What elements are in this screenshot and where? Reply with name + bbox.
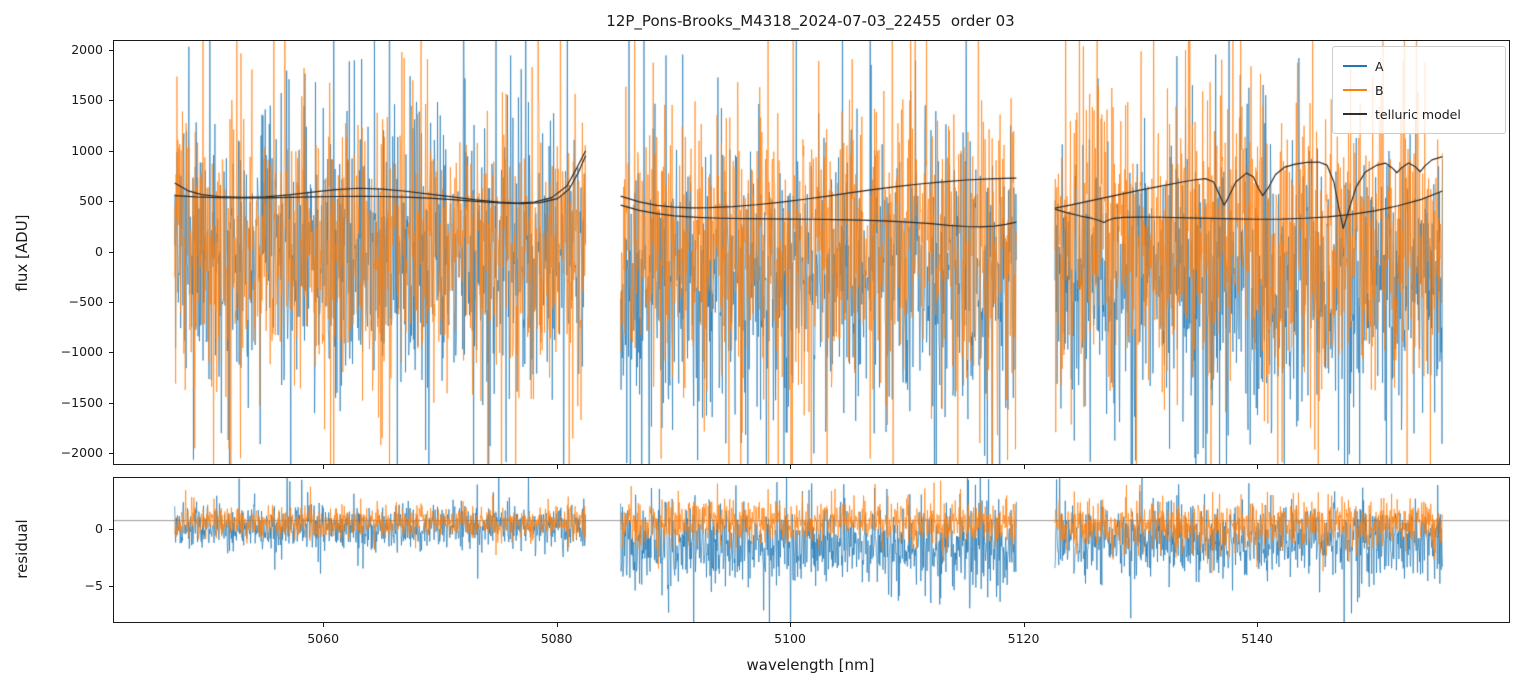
x-tick-label: 5060 <box>307 631 340 646</box>
x-tick-mark <box>1257 465 1259 469</box>
x-tick-mark <box>790 465 792 469</box>
legend-entry-a: A <box>1343 54 1493 78</box>
flux-panel <box>113 40 1510 465</box>
residual-plot-canvas <box>114 478 1509 622</box>
legend-label-telluric: telluric model <box>1375 106 1461 122</box>
y-tick-mark <box>109 352 113 354</box>
y-tick-label: −1000 <box>60 344 103 360</box>
telluric-model-line-swatch <box>1343 113 1367 115</box>
flux-plot-canvas <box>114 41 1509 464</box>
y-tick-label: 1000 <box>71 142 103 158</box>
legend-label-b: B <box>1375 82 1384 98</box>
y-tick-label: 2000 <box>71 42 103 58</box>
y-tick-label: −500 <box>68 293 103 309</box>
x-tick-mark <box>1257 623 1259 627</box>
y-tick-mark <box>109 251 113 253</box>
x-tick-label: 5120 <box>1007 631 1040 646</box>
y-tick-mark <box>109 201 113 203</box>
x-axis-label: wavelength [nm] <box>746 656 875 674</box>
legend-entry-telluric: telluric model <box>1343 102 1493 126</box>
x-tick-mark <box>323 623 325 627</box>
y-tick-mark <box>109 402 113 404</box>
y-tick-mark <box>109 100 113 102</box>
series-a-line-swatch <box>1343 65 1367 67</box>
y-tick-mark <box>109 586 113 588</box>
y-tick-label: 0 <box>95 243 103 259</box>
y-tick-label: 1500 <box>71 92 103 108</box>
x-tick-mark <box>323 465 325 469</box>
legend-entry-b: B <box>1343 78 1493 102</box>
y-tick-label: −1500 <box>60 394 103 410</box>
y-tick-label: −5 <box>84 578 103 594</box>
legend-label-a: A <box>1375 58 1384 74</box>
x-tick-mark <box>790 623 792 627</box>
y-tick-label: 0 <box>95 520 103 536</box>
x-tick-label: 5100 <box>774 631 806 646</box>
x-tick-mark <box>556 465 558 469</box>
x-tick-label: 5080 <box>540 631 573 646</box>
y-tick-label: −2000 <box>60 444 103 460</box>
y-tick-mark <box>109 528 113 530</box>
y-tick-mark <box>109 150 113 152</box>
y-axis-label-residual: residual <box>13 519 31 579</box>
x-tick-mark <box>1023 623 1025 627</box>
y-tick-mark <box>109 301 113 303</box>
series-b-line-swatch <box>1343 89 1367 91</box>
x-tick-mark <box>556 623 558 627</box>
chart-title: 12P_Pons-Brooks_M4318_2024-07-03_22455 o… <box>606 12 1015 30</box>
legend: A B telluric model <box>1332 46 1506 134</box>
y-tick-mark <box>109 50 113 52</box>
x-tick-mark <box>1023 465 1025 469</box>
y-tick-mark <box>109 452 113 454</box>
y-tick-label: 500 <box>79 193 103 209</box>
residual-panel <box>113 477 1510 623</box>
x-tick-label: 5140 <box>1241 631 1273 646</box>
y-axis-label-flux: flux [ADU] <box>13 214 31 292</box>
